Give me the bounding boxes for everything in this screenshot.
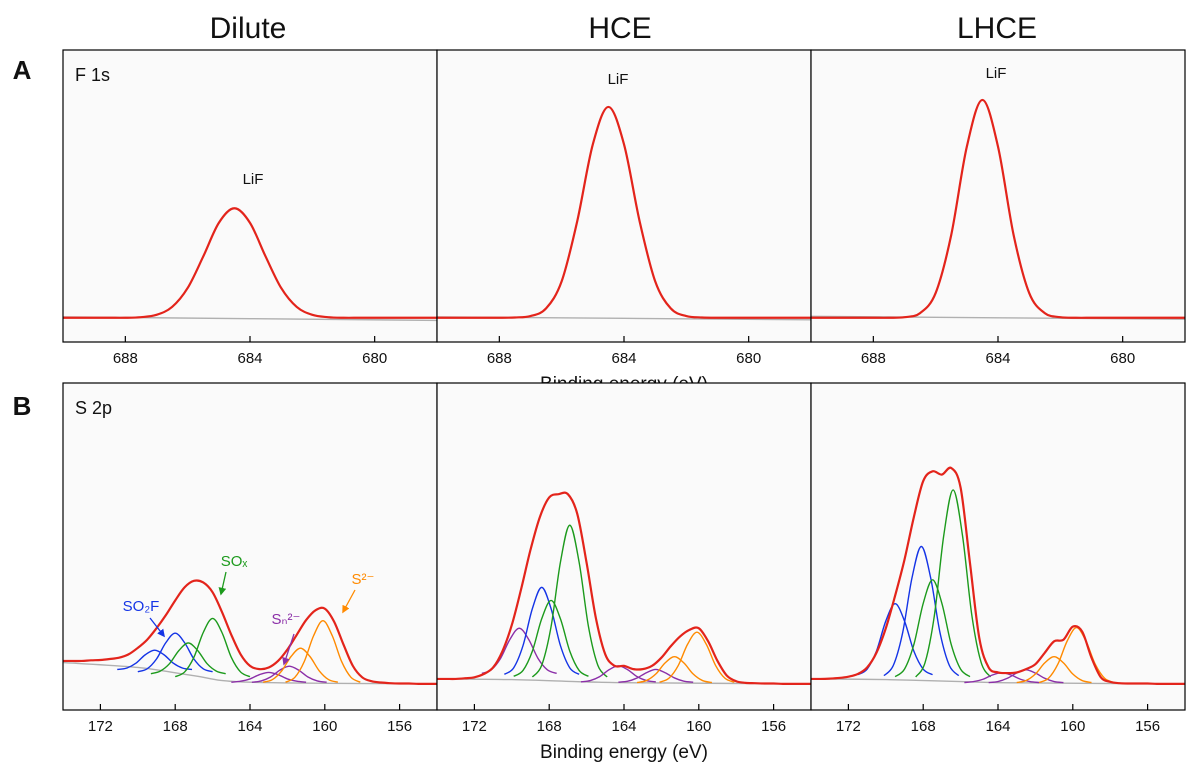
x-tick-label: 160 xyxy=(686,718,711,735)
column-title: LHCE xyxy=(957,12,1037,45)
x-tick-label: 688 xyxy=(487,350,512,367)
component-curve xyxy=(659,631,735,683)
x-tick-label: 684 xyxy=(985,350,1010,367)
panel: 172 168 164 160 156 xyxy=(810,382,1186,735)
component-curve xyxy=(503,586,580,675)
panel: 172 168 164 160 156 S 2p SO₂F SOₓ Sₙ²⁻ S²⁻ xyxy=(62,382,438,735)
fit-curve xyxy=(436,491,812,685)
arrow xyxy=(218,571,227,596)
x-tick-label: 680 xyxy=(1110,350,1135,367)
peak-label: LiF xyxy=(243,171,264,188)
peak-label: LiF xyxy=(986,65,1007,82)
component-curve xyxy=(231,671,307,683)
column-title: HCE xyxy=(588,12,651,45)
x-tick-label: 680 xyxy=(736,350,761,367)
plot-area xyxy=(811,383,1185,710)
x-tick-label: 684 xyxy=(237,350,262,367)
x-tick-label: 688 xyxy=(113,350,138,367)
peak-label: S²⁻ xyxy=(352,571,375,588)
x-axis-label: Binding energy (eV) xyxy=(540,742,708,763)
component-curve xyxy=(150,642,226,675)
peak-label: SOₓ xyxy=(221,553,248,570)
x-tick-label: 160 xyxy=(1060,718,1085,735)
component-curve xyxy=(174,617,251,678)
component-curve xyxy=(883,545,960,677)
component-curve xyxy=(117,649,193,671)
plot-area xyxy=(63,383,437,710)
column-title: Dilute xyxy=(210,12,287,45)
x-tick-label: 156 xyxy=(387,718,412,735)
plot-area xyxy=(437,383,811,710)
x-tick-label: 684 xyxy=(611,350,636,367)
panel: 688684680Binding energy (eV)LiF xyxy=(436,49,812,395)
plot-area xyxy=(437,50,811,342)
component-curve xyxy=(285,620,361,683)
component-curve xyxy=(636,656,713,684)
arrow xyxy=(342,589,356,614)
panel-letter: B xyxy=(13,391,32,421)
panel-subtitle: S 2p xyxy=(75,398,112,418)
plot-area xyxy=(811,50,1185,342)
x-tick-label: 172 xyxy=(88,718,113,735)
component-curve xyxy=(810,315,1186,320)
fit-curve xyxy=(63,207,438,319)
panel-subtitle: F 1s xyxy=(75,65,110,85)
panel: 688 684 680 F 1s LiF xyxy=(62,49,438,367)
plot-area xyxy=(63,50,437,342)
fit-curve xyxy=(437,105,812,319)
component-curve xyxy=(894,579,971,678)
arrow xyxy=(149,617,165,638)
peak-label: SO₂F xyxy=(123,598,160,615)
component-curve xyxy=(618,668,694,683)
peak-label: LiF xyxy=(608,71,629,88)
fit-curve xyxy=(63,579,438,685)
x-tick-label: 168 xyxy=(163,718,188,735)
component-curve xyxy=(531,524,608,678)
component-curve xyxy=(513,599,589,677)
x-tick-label: 156 xyxy=(761,718,786,735)
component-curve xyxy=(810,678,1186,685)
x-tick-label: 164 xyxy=(611,718,636,735)
component-curve xyxy=(62,661,438,685)
annotation-arrows xyxy=(149,571,356,666)
component-curve xyxy=(1016,656,1092,684)
arrow xyxy=(282,633,295,666)
peak-label: Sₙ²⁻ xyxy=(272,611,301,628)
panel-letter: A xyxy=(13,55,32,85)
component-curve xyxy=(262,647,339,683)
panel: 688 684 680 LiF xyxy=(810,49,1186,367)
x-tick-label: 680 xyxy=(362,350,387,367)
x-tick-label: 164 xyxy=(985,718,1010,735)
x-tick-label: 156 xyxy=(1135,718,1160,735)
component-curve xyxy=(137,632,213,673)
x-tick-label: 168 xyxy=(537,718,562,735)
x-tick-label: 172 xyxy=(836,718,861,735)
panel: 172 168 164 160 156 Binding energy (eV) xyxy=(436,382,812,763)
x-tick-label: 168 xyxy=(911,718,936,735)
component-curve xyxy=(1038,626,1115,684)
x-tick-label: 164 xyxy=(237,718,262,735)
fit-curve xyxy=(811,98,1186,319)
component-curve xyxy=(915,489,992,678)
component-curve xyxy=(251,665,327,683)
x-tick-label: 172 xyxy=(462,718,487,735)
component-curve xyxy=(436,678,812,685)
x-tick-label: 688 xyxy=(861,350,886,367)
x-tick-label: 160 xyxy=(312,718,337,735)
fit-curve xyxy=(810,466,1186,685)
